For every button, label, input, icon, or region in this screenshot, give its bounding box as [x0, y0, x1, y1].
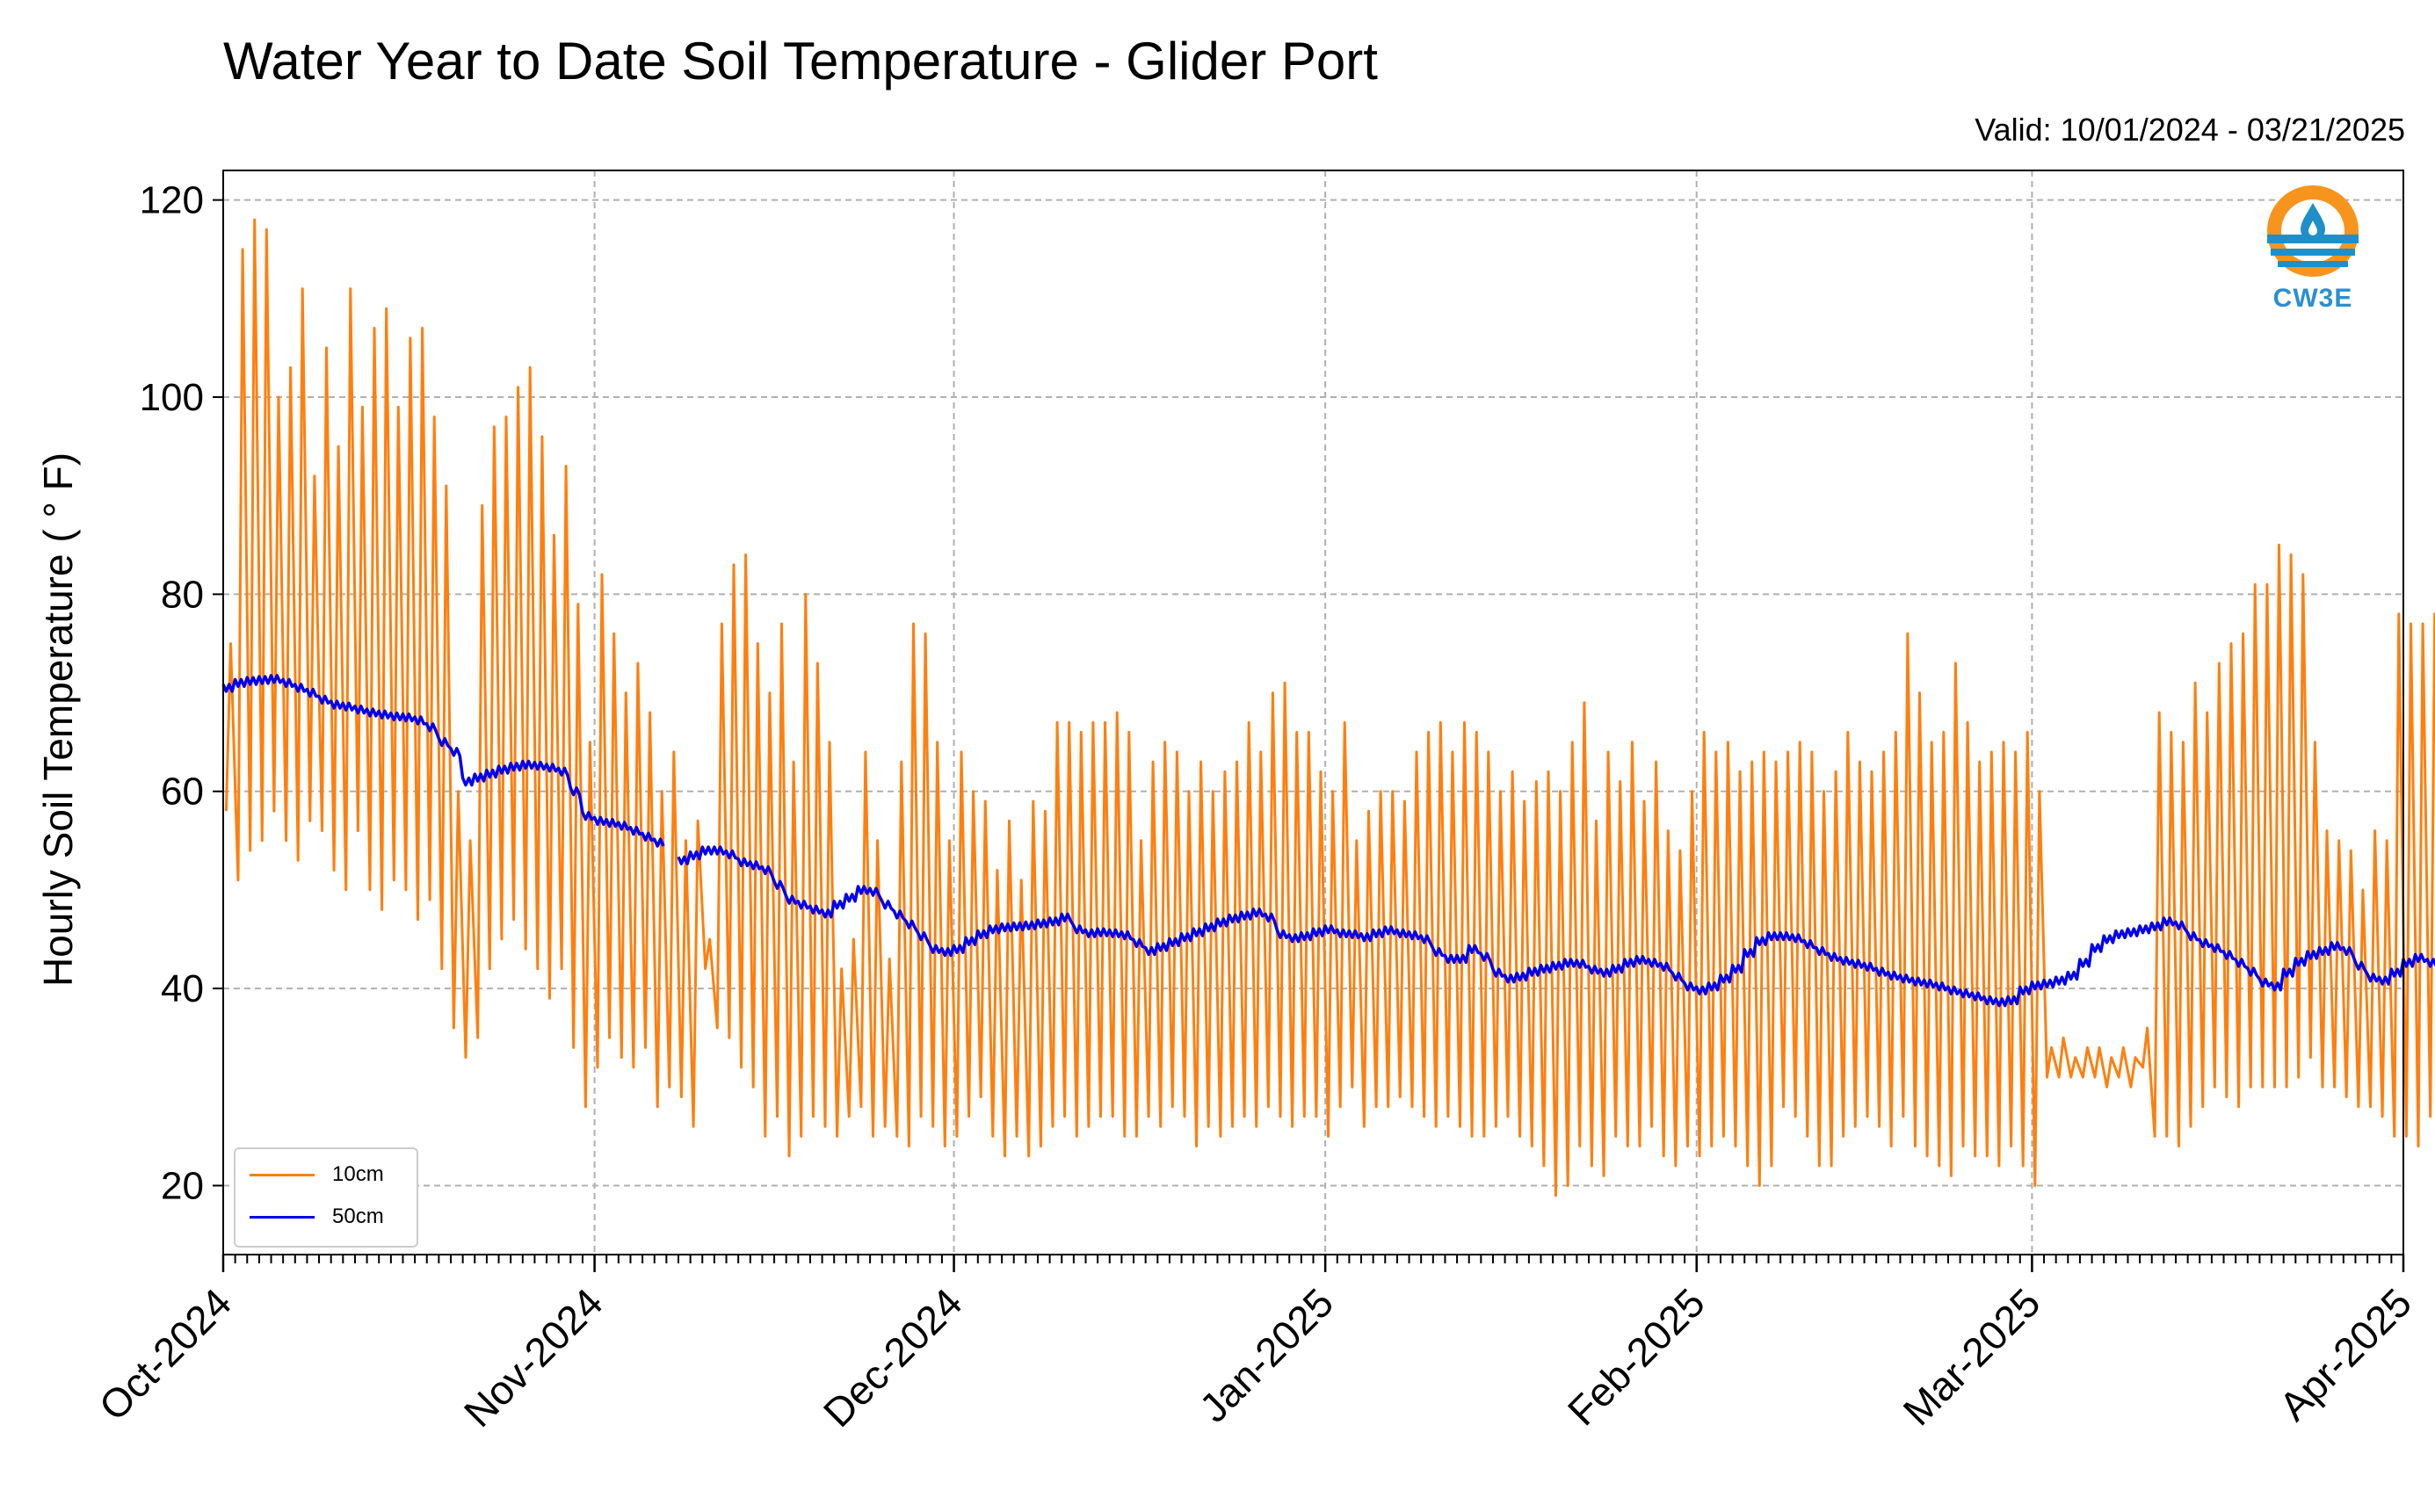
legend-item-10cm: 10cm: [250, 1161, 408, 1188]
chart-title: Water Year to Date Soil Temperature - Gl…: [223, 32, 1378, 90]
series-line-10cm: [224, 218, 2435, 1197]
legend-swatch-10cm: [250, 1174, 315, 1176]
y-tick-label: 40: [161, 967, 204, 1010]
series-line-50cm: [221, 674, 665, 848]
legend-swatch-50cm: [250, 1216, 315, 1219]
series-line-50cm: [677, 845, 2435, 1008]
y-tick-label: 120: [140, 179, 204, 222]
x-tick-label: Dec-2024: [815, 1279, 971, 1436]
cw3e-logo-icon: [2267, 185, 2359, 277]
valid-date-range: Valid: 10/01/2024 - 03/21/2025: [1975, 112, 2405, 148]
x-tick-label: Mar-2025: [1895, 1279, 2049, 1434]
x-tick-label: Nov-2024: [455, 1279, 612, 1436]
x-tick-label: Jan-2025: [1191, 1279, 1342, 1430]
x-tick-label: Feb-2025: [1559, 1279, 1714, 1434]
grid-layer: [223, 170, 2403, 1255]
legend: 10cm 50cm: [234, 1147, 418, 1248]
legend-label-10cm: 10cm: [332, 1162, 384, 1186]
y-tick-label: 80: [161, 573, 204, 616]
x-tick-label: Apr-2025: [2270, 1279, 2420, 1429]
cw3e-logo: CW3E: [2262, 180, 2364, 321]
plot-frame: [222, 170, 2404, 1255]
y-tick-label: 60: [161, 770, 204, 814]
x-tick-label: Oct-2024: [91, 1279, 241, 1429]
cw3e-logo-text: CW3E: [2272, 284, 2353, 313]
legend-item-50cm: 50cm: [250, 1204, 408, 1230]
series-layer: [221, 218, 2435, 1197]
legend-label-50cm: 50cm: [332, 1205, 384, 1228]
y-tick-label: 20: [161, 1164, 204, 1207]
y-tick-label: 100: [140, 376, 204, 419]
